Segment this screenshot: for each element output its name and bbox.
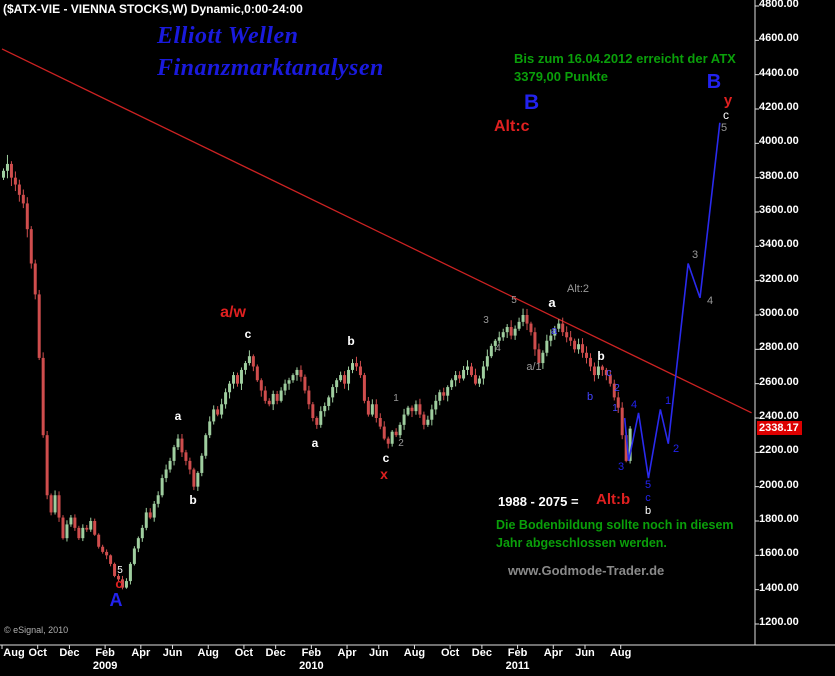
chart-title: ($ATX-VIE - VIENNA STOCKS,W) Dynamic,0:0… — [3, 2, 303, 16]
